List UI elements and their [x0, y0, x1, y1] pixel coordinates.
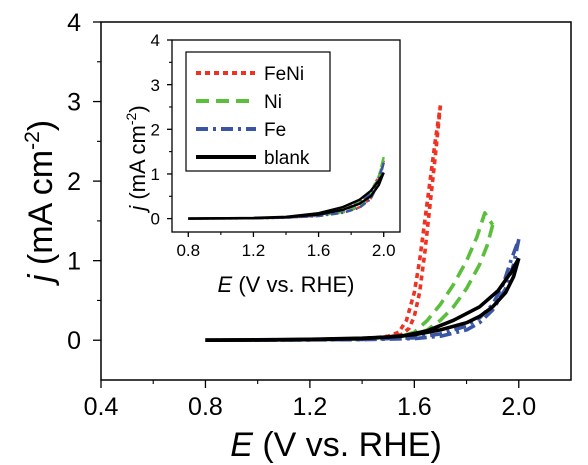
legend-label-fe: Fe	[264, 120, 286, 141]
main-curves	[205, 105, 521, 343]
inset-x-tick-label: 1.2	[242, 241, 266, 260]
legend: FeNi Ni Fe blank	[185, 51, 331, 172]
main-axes: 0.4 0.8 1.2 1.6 2.0 0 1 2 3 4	[67, 9, 536, 421]
inset-x-axis-title: E (V vs. RHE)	[218, 272, 355, 297]
inset-y-tick-label: 3	[151, 76, 160, 95]
legend-label-feni: FeNi	[264, 64, 304, 85]
inset-y-tick-label: 4	[151, 31, 160, 50]
main-y-tick-label: 2	[67, 168, 81, 196]
main-y-tick-label: 3	[67, 89, 81, 117]
main-x-tick-label: 2.0	[501, 393, 536, 421]
main-x-tick-label: 1.2	[293, 393, 328, 421]
inset-x-tick-label: 2.0	[372, 241, 396, 260]
main-y-axis-title: j (mA cm-2)	[21, 120, 60, 286]
main-x-tick-label: 0.8	[188, 393, 223, 421]
main-x-tick-label: 0.4	[84, 393, 119, 421]
inset-y-tick-label: 1	[151, 165, 160, 184]
inset-chart: 0.8 1.2 1.6 2.0 0 1 2 3 4 E (V vs. RHE) j (mA cm…	[123, 31, 401, 297]
main-y-tick-label: 0	[67, 327, 81, 355]
inset-curves	[188, 156, 385, 220]
main-x-tick-label: 1.6	[397, 393, 432, 421]
main-plot-frame	[100, 21, 572, 381]
inset-y-tick-label: 0	[151, 210, 160, 229]
main-x-axis-title: E (V vs. RHE)	[230, 426, 442, 464]
inset-x-tick-label: 1.6	[307, 241, 331, 260]
main-series-blank-backward	[205, 257, 521, 342]
inset-y-axis-title: j (mA cm-2)	[123, 105, 150, 213]
inset-x-tick-label: 0.8	[176, 241, 200, 260]
inset-axes: 0.8 1.2 1.6 2.0 0 1 2 3 4	[151, 31, 396, 260]
main-y-tick-label: 4	[67, 9, 81, 37]
inset-y-tick-label: 2	[151, 120, 160, 139]
main-chart: 0.4 0.8 1.2 1.6 2.0 0 1 2 3 4 E (V vs. RHE) j (mA…	[21, 9, 572, 464]
legend-label-blank: blank	[264, 148, 310, 169]
inset-series-blank-backward	[188, 172, 385, 220]
main-y-tick-label: 1	[67, 248, 81, 276]
legend-label-ni: Ni	[264, 92, 282, 113]
